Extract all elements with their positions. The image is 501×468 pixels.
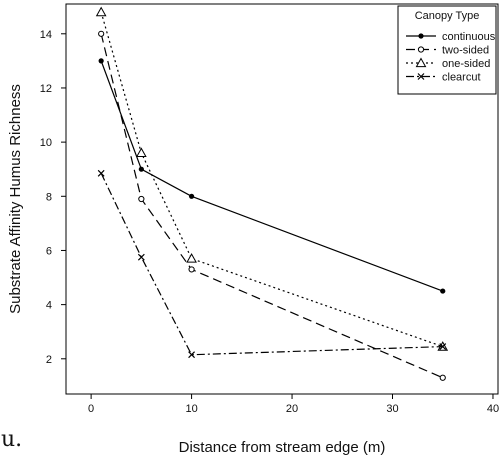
x-axis-label: Distance from stream edge (m)	[179, 439, 386, 456]
legend-label: two-sided	[442, 45, 489, 57]
series-two-sided	[98, 30, 446, 381]
legend-marker	[415, 57, 427, 68]
y-axis-label: Substrate Affinity Humus Richness	[7, 84, 24, 314]
y-tick-label: 10	[40, 137, 52, 149]
legend-marker	[418, 33, 424, 39]
plot-frame	[65, 3, 499, 395]
series-continuous	[98, 58, 446, 294]
x-tick-label: 10	[185, 403, 197, 415]
legend-marker	[417, 73, 425, 80]
data-point-one-sided	[186, 253, 197, 263]
legend-label: one-sided	[442, 58, 490, 70]
panel-letter: u.	[1, 427, 22, 452]
legend-title: Canopy Type	[415, 10, 480, 22]
data-point-continuous	[188, 193, 195, 199]
series-one-sided	[95, 6, 449, 351]
data-point-clearcut	[137, 253, 145, 261]
legend-item-continuous: continuous	[406, 31, 496, 43]
data-point-clearcut	[188, 351, 196, 359]
x-tick-label: 30	[386, 403, 398, 415]
series-line-one-sided	[100, 11, 443, 348]
data-point-clearcut	[97, 169, 105, 177]
data-point-clearcut	[439, 343, 447, 351]
data-point-two-sided	[138, 195, 145, 203]
legend-item-two-sided: two-sided	[406, 45, 489, 57]
series-line-continuous	[100, 60, 443, 292]
y-tick-label: 8	[46, 191, 52, 203]
x-tick-label: 40	[487, 403, 499, 415]
y-tick-label: 6	[46, 245, 52, 257]
legend-marker	[417, 46, 425, 53]
series-clearcut	[97, 169, 447, 359]
series-line-two-sided	[100, 33, 443, 379]
data-point-continuous	[440, 288, 446, 294]
data-point-continuous	[98, 58, 104, 64]
y-tick-label: 12	[40, 83, 52, 95]
data-point-two-sided	[98, 30, 105, 37]
series-line-clearcut	[100, 173, 443, 356]
legend-item-one-sided: one-sided	[406, 57, 490, 70]
legend-label: continuous	[442, 31, 496, 43]
legend-label: clearcut	[442, 72, 481, 84]
x-tick-label: 0	[88, 403, 94, 415]
data-point-two-sided	[188, 266, 195, 273]
data-point-two-sided	[439, 374, 446, 381]
data-point-continuous	[138, 166, 144, 172]
data-point-one-sided	[95, 6, 107, 17]
legend: Canopy Type continuous two-sidedone-sided…	[397, 5, 497, 95]
y-tick-label: 2	[46, 354, 52, 366]
data-point-one-sided	[135, 147, 147, 158]
y-tick-label: 14	[40, 29, 52, 41]
x-tick-label: 20	[286, 403, 298, 415]
legend-item-clearcut: clearcut	[406, 72, 481, 84]
y-tick-label: 4	[46, 300, 52, 312]
